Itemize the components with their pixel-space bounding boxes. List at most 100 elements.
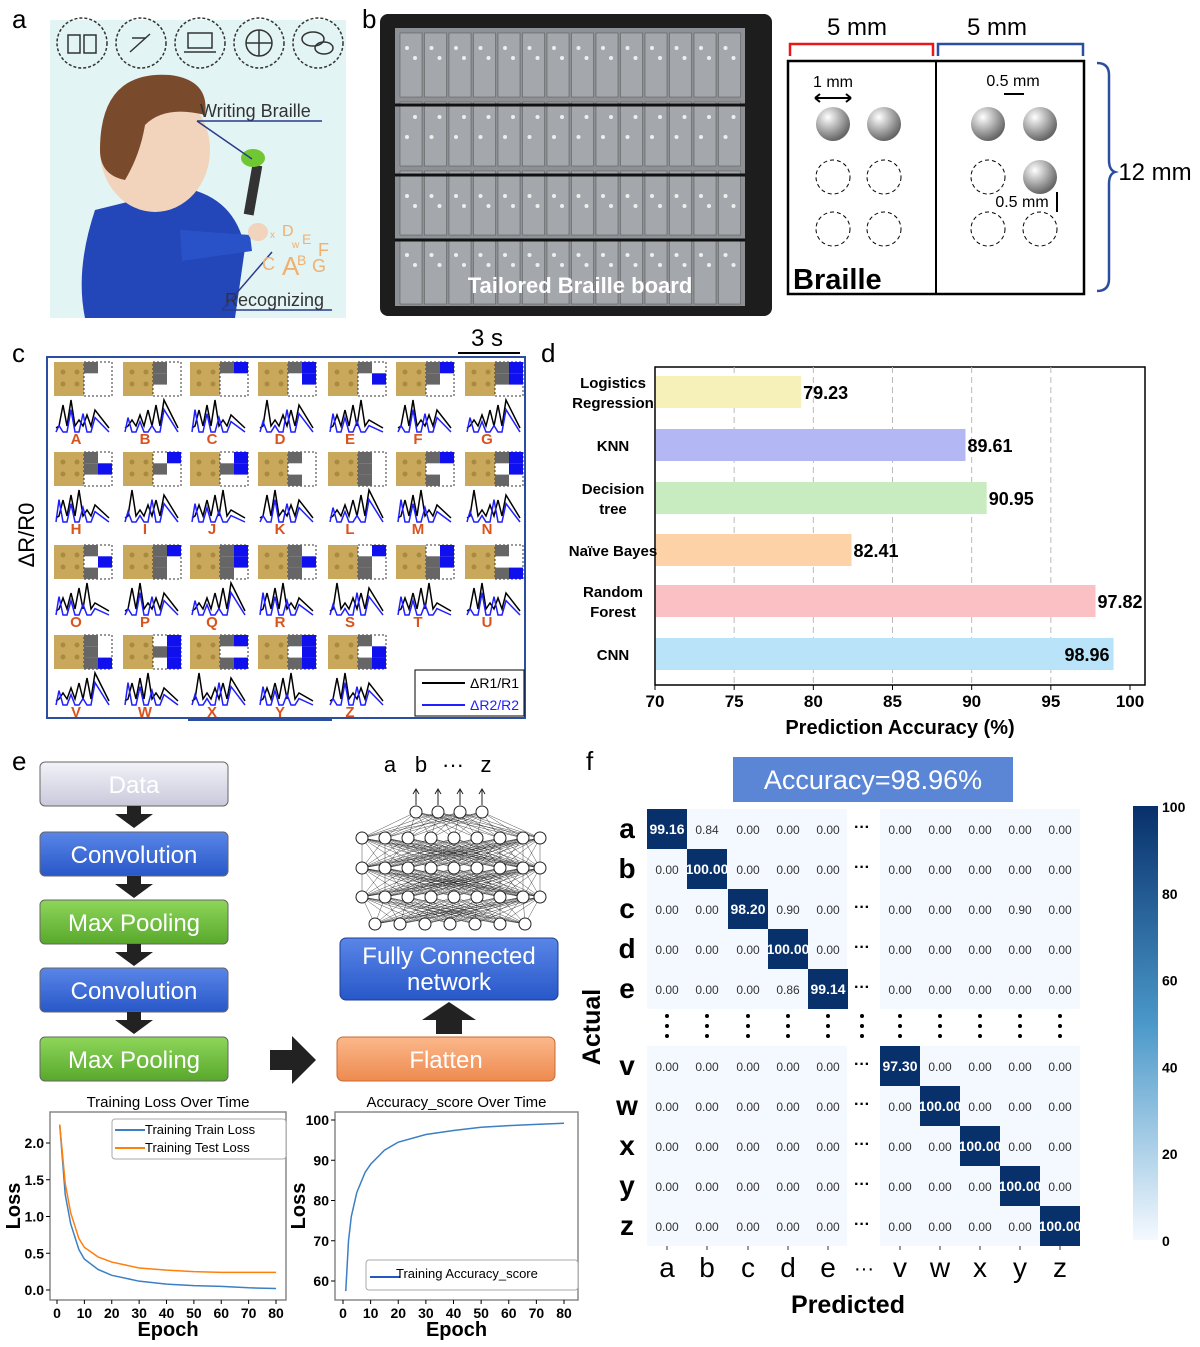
pattern-square: [495, 452, 509, 464]
signal-r1: [397, 489, 452, 519]
empty-dot-position: [970, 211, 1006, 247]
neuron: [401, 890, 415, 904]
matrix-cell-value: 0.00: [1048, 823, 1072, 837]
photo-dot: [334, 459, 340, 465]
matrix-cell-value: 0.00: [736, 983, 760, 997]
braille-dot: [584, 115, 589, 119]
flow-block-label: Convolution: [71, 842, 198, 869]
matrix-cell-value: 0.00: [1008, 1140, 1032, 1154]
bar-value-label: 90.95: [989, 489, 1034, 509]
braille-dot: [601, 194, 605, 198]
matrix-cell-highlight: [920, 1086, 960, 1126]
photo-dot: [210, 564, 216, 570]
bar-5: [656, 638, 1114, 670]
braille-dot: [576, 135, 581, 139]
braille-dot: [584, 204, 589, 208]
braille-tile: [522, 32, 545, 98]
matrix-block-bottom-left: [647, 1046, 847, 1246]
matrix-cell-value: 0.00: [776, 823, 800, 837]
x-tick-label: 20: [104, 1305, 120, 1321]
photo-dot: [278, 459, 284, 465]
vertical-ellipsis-dot: [860, 1014, 864, 1018]
photo-dot: [129, 564, 135, 570]
photo-dot: [402, 552, 408, 558]
braille-dot: [405, 135, 409, 139]
signal-r1: [124, 672, 179, 702]
output-label: z: [481, 752, 492, 777]
braille-tile: [718, 101, 741, 167]
category-label: Decision tree: [582, 481, 645, 518]
series-line-1: [58, 1124, 276, 1274]
letter-cell-k: K: [258, 451, 317, 538]
pattern-square: [372, 646, 386, 658]
pattern-square: [358, 657, 372, 669]
neuron: [447, 861, 461, 875]
braille-dot: [535, 56, 540, 60]
flow-block-label: Max Pooling: [68, 1047, 200, 1074]
pattern-square: [84, 657, 98, 669]
photo-dot: [348, 369, 354, 375]
signal-r2: [259, 686, 314, 706]
col-label: d: [780, 1252, 796, 1283]
braille-dot: [437, 204, 442, 208]
neuron: [401, 861, 415, 875]
connection: [361, 867, 409, 898]
braille-dot: [535, 204, 540, 208]
signal-r1: [259, 582, 314, 612]
connection: [430, 896, 526, 925]
pattern-square: [84, 362, 98, 374]
chart-title: Accuracy_score Over Time: [366, 1094, 546, 1111]
braille-dot: [560, 115, 564, 119]
matrix-cell-highlight: [728, 889, 768, 929]
braille-dot: [633, 263, 638, 267]
photo-dot: [416, 564, 422, 570]
row-ellipsis: ···: [854, 979, 870, 996]
photo-dot: [471, 381, 477, 387]
matrix-cell-value: 0.00: [928, 863, 952, 877]
pattern-square: [426, 474, 440, 486]
x-tick-label: 75: [725, 692, 744, 711]
y-tick-label: 100: [306, 1112, 330, 1128]
braille-dot: [707, 56, 711, 60]
letter-cell-d: D: [258, 361, 317, 448]
pattern-square: [98, 657, 112, 669]
row-label: c: [619, 893, 635, 924]
bar-value-label: 89.61: [967, 436, 1012, 456]
braille-photo: [328, 635, 358, 669]
braille-tile: [718, 32, 741, 98]
letter-label: E: [345, 431, 355, 448]
photo-dot: [348, 654, 354, 660]
braille-tile: [693, 239, 717, 305]
accuracy-banner: [733, 757, 1013, 802]
braille-dot: [527, 46, 532, 50]
pattern-square: [167, 452, 181, 464]
y-tick-label: 1.5: [25, 1172, 45, 1188]
matrix-cell-value: 0.00: [928, 823, 952, 837]
matrix-cell-value: 0.84: [695, 823, 719, 837]
braille-tile: [669, 101, 692, 167]
vertical-ellipsis-dot: [1058, 1024, 1062, 1028]
x-tick-label: 40: [446, 1305, 462, 1321]
row-ellipsis: ···: [854, 899, 870, 916]
letter-cell-e: E: [328, 361, 387, 448]
braille-dot: [405, 194, 409, 198]
left-width-label: 5 mm: [827, 14, 887, 41]
matrix-cell-value: 0.00: [1048, 1060, 1072, 1074]
letter-cell-p: P: [123, 544, 182, 631]
matrix-cell-value: 0.00: [776, 1100, 800, 1114]
connection: [399, 896, 455, 925]
braille-tile: [399, 239, 423, 305]
matrix-cell-value: 0.00: [816, 823, 840, 837]
vertical-ellipsis-dot: [860, 1024, 864, 1028]
pattern-square: [372, 373, 386, 385]
matrix-cell-value: 0.00: [736, 943, 760, 957]
braille-dot: [674, 135, 679, 139]
neuron: [424, 861, 438, 875]
letter-label: G: [481, 431, 493, 448]
braille-tile: [718, 239, 741, 305]
pattern-square: [495, 474, 509, 486]
matrix-cell-value: 0.00: [928, 983, 952, 997]
photo-dot: [416, 459, 422, 465]
photo-dot: [210, 459, 216, 465]
connection: [374, 896, 455, 925]
